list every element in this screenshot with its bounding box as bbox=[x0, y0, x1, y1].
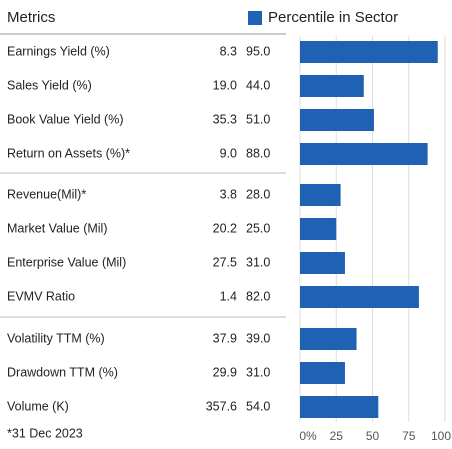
bar bbox=[300, 362, 345, 384]
percentile-label: 51.0 bbox=[246, 112, 270, 126]
percentile-label: 39.0 bbox=[246, 331, 270, 345]
metric-value: 29.9 bbox=[213, 365, 237, 379]
bar bbox=[300, 252, 345, 274]
metric-value: 27.5 bbox=[213, 255, 237, 269]
bar bbox=[300, 328, 357, 350]
percentile-label: 44.0 bbox=[246, 78, 270, 92]
percentile-label: 95.0 bbox=[246, 44, 270, 58]
x-tick-label: 0% bbox=[299, 429, 317, 443]
x-tick-label: 75 bbox=[402, 429, 416, 443]
bar bbox=[300, 75, 364, 97]
metric-name: Volume (K) bbox=[7, 399, 69, 413]
footnote: *31 Dec 2023 bbox=[7, 426, 83, 440]
x-tick-label: 50 bbox=[366, 429, 380, 443]
metric-name: Drawdown TTM (%) bbox=[7, 365, 118, 379]
legend-swatch bbox=[248, 11, 262, 25]
bar bbox=[300, 184, 341, 206]
metric-name: Sales Yield (%) bbox=[7, 78, 92, 92]
percentile-label: 54.0 bbox=[246, 399, 270, 413]
legend-label: Percentile in Sector bbox=[268, 9, 398, 26]
bar bbox=[300, 396, 379, 418]
bar bbox=[300, 143, 428, 165]
metric-value: 1.4 bbox=[220, 289, 237, 303]
bar bbox=[300, 286, 419, 308]
metric-name: Volatility TTM (%) bbox=[7, 331, 105, 345]
x-tick-label: 25 bbox=[330, 429, 344, 443]
table-header: Metrics bbox=[7, 9, 55, 26]
percentile-label: 28.0 bbox=[246, 187, 270, 201]
metric-value: 357.6 bbox=[206, 399, 237, 413]
percentile-label: 31.0 bbox=[246, 365, 270, 379]
metric-name: Market Value (Mil) bbox=[7, 221, 107, 235]
bar bbox=[300, 109, 374, 131]
x-tick-label: 100 bbox=[431, 429, 451, 443]
metric-name: EVMV Ratio bbox=[7, 289, 75, 303]
metric-value: 37.9 bbox=[213, 331, 237, 345]
metric-name: Enterprise Value (Mil) bbox=[7, 255, 126, 269]
metric-value: 8.3 bbox=[220, 44, 237, 58]
metric-value: 19.0 bbox=[213, 78, 237, 92]
percentile-label: 25.0 bbox=[246, 221, 270, 235]
metric-value: 20.2 bbox=[213, 221, 237, 235]
metric-name: Return on Assets (%)* bbox=[7, 146, 130, 160]
metric-name: Revenue(Mil)* bbox=[7, 187, 86, 201]
metric-value: 9.0 bbox=[220, 146, 237, 160]
metric-value: 3.8 bbox=[220, 187, 237, 201]
metric-name: Book Value Yield (%) bbox=[7, 112, 124, 126]
bar bbox=[300, 41, 438, 63]
percentile-label: 82.0 bbox=[246, 289, 270, 303]
metric-name: Earnings Yield (%) bbox=[7, 44, 110, 58]
percentile-label: 88.0 bbox=[246, 146, 270, 160]
bar bbox=[300, 218, 337, 240]
metric-value: 35.3 bbox=[213, 112, 237, 126]
percentile-label: 31.0 bbox=[246, 255, 270, 269]
